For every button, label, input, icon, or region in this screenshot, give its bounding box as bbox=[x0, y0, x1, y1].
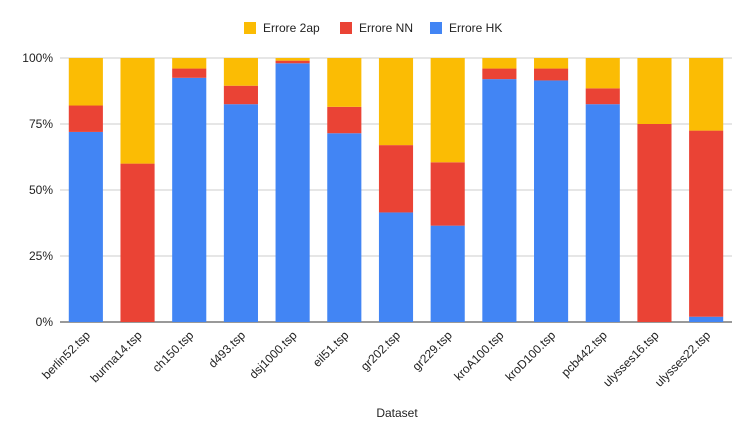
bar-segment-errore-2ap bbox=[689, 58, 724, 131]
y-tick-label: 50% bbox=[29, 183, 53, 197]
bar-segment-errore-2ap bbox=[637, 58, 672, 124]
legend-label: Errore HK bbox=[449, 21, 502, 35]
legend-swatch bbox=[430, 22, 442, 34]
x-tick-label: d493.tsp bbox=[206, 328, 249, 371]
x-tick-label: kroA100.tsp bbox=[451, 328, 506, 383]
x-tick-label: ch150.tsp bbox=[150, 328, 197, 375]
bar-segment-errore-nn bbox=[223, 85, 258, 105]
x-tick-label: dsj1000.tsp bbox=[246, 328, 300, 382]
legend-item: Errore 2ap bbox=[244, 21, 320, 35]
bar-segment-errore-nn bbox=[637, 124, 672, 322]
x-tick-label: ulysses22.tsp bbox=[652, 328, 714, 390]
x-tick-label: pcb442.tsp bbox=[558, 328, 610, 380]
legend-swatch bbox=[340, 22, 352, 34]
bar-segment-errore-hk bbox=[223, 104, 258, 322]
bar-segment-errore-hk bbox=[482, 79, 517, 323]
bar-segment-errore-nn bbox=[120, 163, 155, 322]
legend-swatch bbox=[244, 22, 256, 34]
bar-segment-errore-nn bbox=[275, 60, 310, 64]
bar-segment-errore-nn bbox=[68, 105, 103, 132]
bar-segment-errore-nn bbox=[585, 88, 620, 105]
y-tick-label: 25% bbox=[29, 249, 53, 263]
bars bbox=[68, 58, 724, 323]
bar-segment-errore-hk bbox=[275, 63, 310, 322]
bar-segment-errore-nn bbox=[172, 68, 207, 78]
bar-segment-errore-2ap bbox=[585, 58, 620, 89]
bar-segment-errore-2ap bbox=[482, 58, 517, 69]
y-tick-label: 0% bbox=[36, 315, 54, 329]
bar-segment-errore-2ap bbox=[430, 58, 465, 163]
legend-item: Errore HK bbox=[430, 21, 502, 35]
bar-segment-errore-hk bbox=[327, 133, 362, 322]
bar-segment-errore-hk bbox=[430, 225, 465, 322]
bar-segment-errore-2ap bbox=[327, 58, 362, 107]
bar-segment-errore-nn bbox=[534, 68, 569, 81]
x-tick-label: gr229.tsp bbox=[410, 328, 456, 374]
x-tick-label: burma14.tsp bbox=[88, 328, 145, 385]
y-tick-label: 75% bbox=[29, 117, 53, 131]
bar-segment-errore-hk bbox=[68, 131, 103, 322]
bar-segment-errore-2ap bbox=[275, 58, 310, 61]
x-tick-label: kroD100.tsp bbox=[503, 328, 559, 384]
bar-segment-errore-hk bbox=[378, 212, 414, 322]
bar-segment-errore-nn bbox=[430, 162, 465, 226]
bar-segment-errore-hk bbox=[585, 104, 620, 322]
x-tick-label: eil51.tsp bbox=[310, 328, 352, 370]
x-axis-title: Dataset bbox=[376, 406, 418, 420]
bar-segment-errore-nn bbox=[327, 106, 362, 134]
bar-segment-errore-hk bbox=[689, 316, 724, 322]
bar-segment-errore-2ap bbox=[223, 58, 258, 86]
bar-segment-errore-hk bbox=[534, 80, 569, 322]
bar-segment-errore-2ap bbox=[120, 58, 155, 164]
legend-label: Errore NN bbox=[359, 21, 413, 35]
bar-segment-errore-2ap bbox=[534, 58, 569, 69]
bar-segment-errore-2ap bbox=[378, 58, 414, 146]
x-tick-label: gr202.tsp bbox=[358, 328, 404, 374]
bar-segment-errore-2ap bbox=[172, 58, 207, 69]
bar-segment-errore-2ap bbox=[68, 58, 103, 106]
bar-segment-errore-hk bbox=[172, 77, 207, 322]
x-tick-label: berlin52.tsp bbox=[39, 328, 93, 382]
y-tick-label: 100% bbox=[22, 51, 53, 65]
bar-segment-errore-nn bbox=[378, 145, 414, 213]
legend: Errore 2ap Errore NN Errore HK bbox=[244, 21, 502, 35]
bar-segment-errore-nn bbox=[482, 68, 517, 80]
bar-segment-errore-nn bbox=[689, 130, 724, 317]
legend-label: Errore 2ap bbox=[263, 21, 320, 35]
legend-item: Errore NN bbox=[340, 21, 413, 35]
